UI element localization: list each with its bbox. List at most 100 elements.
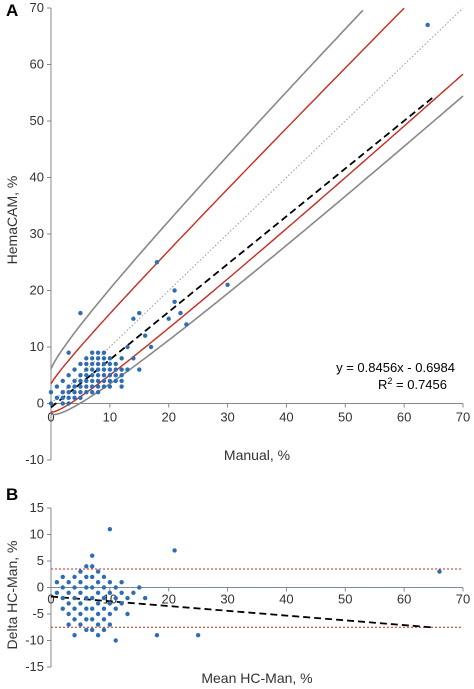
panel-a-data-point: [66, 395, 71, 401]
panel-b-data-point: [78, 611, 83, 617]
panel-a-data-point: [95, 373, 101, 378]
panel-b-data-point: [113, 606, 118, 611]
panel-a-y-tick-label: 0: [37, 396, 44, 411]
panel-b-data-point: [95, 569, 101, 574]
panel-b-data-point: [107, 527, 113, 532]
panel-a-data-point: [95, 378, 101, 384]
panel-b-data-point: [54, 590, 60, 595]
panel-b-y-tick-label: 5: [37, 553, 44, 568]
panel-a-y-tick-label: 10: [30, 339, 44, 354]
panel-a-data-point: [131, 316, 136, 321]
panel-b-data-point: [172, 548, 177, 553]
panel-b-data-point: [95, 622, 101, 627]
panel-a-data-point: [113, 373, 118, 378]
panel-a-data-point: [84, 378, 89, 384]
panel-a-data-point: [425, 22, 430, 28]
panel-a-data-point: [137, 310, 142, 316]
panel-a-y-tick-label: 20: [30, 283, 44, 298]
panel-b-data-point: [66, 590, 71, 595]
panel-b-data-point: [195, 633, 201, 638]
panel-a-data-point: [107, 367, 113, 372]
panel-a-data-point: [107, 373, 113, 378]
panel-a-data-point: [90, 373, 95, 378]
panel-a-data-point: [154, 260, 160, 265]
panel-b-data-point: [95, 590, 101, 595]
panel-a-y-tick-label: 60: [30, 57, 44, 72]
panel-a-data-point: [95, 356, 101, 361]
panel-a-y-tick-label: 70: [30, 0, 44, 15]
panel-a-data-point: [172, 299, 177, 304]
panel-b-data-point: [90, 627, 95, 633]
panel-b-data-point: [84, 585, 89, 590]
panel-a-data-point: [90, 378, 95, 384]
panel-b-data-point: [54, 580, 60, 585]
panel-a-data-point: [95, 384, 101, 389]
panel-a-data-point: [90, 390, 95, 395]
panel-a-data-point: [101, 378, 107, 384]
r-squared-label: R2 = 0.7456: [378, 376, 447, 392]
panel-a-data-point: [113, 367, 118, 372]
panel-a-data-point: [78, 378, 83, 384]
panel-a-data-point: [60, 378, 65, 384]
panel-b-data-point: [113, 638, 118, 643]
panel-a-x-tick-label: 70: [456, 410, 470, 425]
panel-a-data-point: [119, 378, 124, 384]
panel-b-data-point: [60, 585, 65, 590]
panel-b-data-point: [78, 601, 83, 606]
panel-b-data-point: [84, 595, 89, 601]
panel-b-x-axis-label: Mean HC-Man, %: [201, 670, 312, 686]
panel-b-data-point: [66, 580, 71, 585]
panel-b-data-point: [78, 590, 83, 595]
panel-b-y-tick-label: 0: [37, 580, 44, 595]
panel-b-x-tick-label: 30: [220, 592, 234, 607]
panel-b-data-point: [66, 611, 71, 617]
panel-b-data-point: [72, 633, 77, 638]
panel-a-x-axis-label: Manual, %: [224, 447, 290, 463]
panel-a-data-point: [72, 395, 77, 401]
panel-b-data-point: [119, 580, 124, 585]
panel-b-data-point: [95, 601, 101, 606]
panel-a-data-point: [95, 390, 101, 395]
panel-b-data-point: [95, 611, 101, 617]
panel-a-x-tick-label: 40: [279, 410, 293, 425]
panel-a-data-point: [66, 390, 71, 395]
panel-a-data-point: [60, 390, 65, 395]
panel-a-y-axis-label: HemaCAM, %: [4, 176, 20, 265]
panel-a-data-point: [60, 401, 65, 406]
panel-b-data-point: [95, 633, 101, 638]
panel-b-data-point: [101, 574, 107, 580]
panel-a-data-point: [72, 384, 77, 389]
panel-a-data-point: [84, 361, 89, 367]
panel-a-data-point: [95, 367, 101, 372]
panel-a-data-point: [78, 395, 83, 401]
panel-a-data-point: [119, 356, 124, 361]
regression-equation: y = 0.8456x - 0.6984: [336, 360, 455, 375]
panel-a-y-tick-label: 30: [30, 226, 44, 241]
panel-b-data-point: [101, 585, 107, 590]
panel-a-data-point: [54, 384, 60, 389]
panel-b-data-point: [66, 622, 71, 627]
panel-a-upper-prediction-curve: [50, 7, 405, 385]
panel-b-data-point: [142, 595, 148, 601]
panel-b-data-point: [90, 585, 95, 590]
panel-a-data-point: [72, 367, 77, 372]
panel-a-x-tick-label: 60: [397, 410, 411, 425]
panel-a-data-point: [54, 395, 60, 401]
panel-a-data-point: [78, 361, 83, 367]
panel-a-data-point: [95, 361, 101, 367]
panel-b-data-point: [60, 595, 65, 601]
panel-a-x-tick-label: 10: [103, 410, 117, 425]
panel-a-lower-prediction-curve: [50, 73, 464, 413]
panel-b-data-point: [90, 606, 95, 611]
panel-b-data-point: [78, 580, 83, 585]
panel-b-data-point: [78, 569, 83, 574]
panel-a-data-point: [119, 384, 124, 389]
panel-b-data-point: [84, 627, 89, 633]
panel-b-data-point: [101, 606, 107, 611]
panel-a-data-point: [72, 378, 77, 384]
panel-a-data-point: [48, 401, 54, 406]
panel-a-data-point: [48, 390, 54, 395]
panel-a-data-point: [119, 367, 124, 372]
panel-a-data-point: [78, 390, 83, 395]
